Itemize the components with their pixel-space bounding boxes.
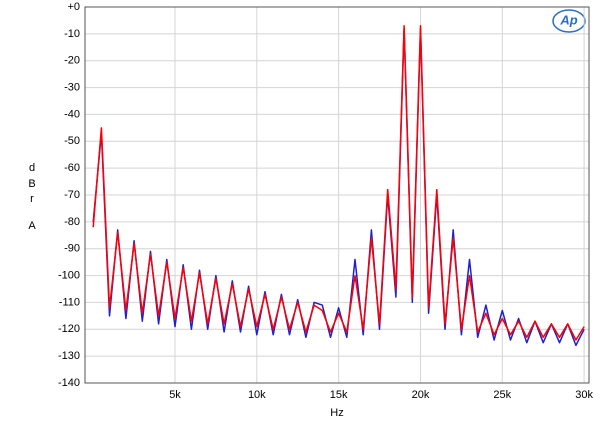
y-tick-label: -70	[64, 189, 80, 201]
y-tick-label: -120	[58, 323, 80, 335]
x-tick-label: 20k	[412, 389, 430, 401]
x-tick-label: 15k	[330, 389, 348, 401]
y-tick-label: -20	[64, 55, 80, 67]
y-tick-label: -100	[58, 269, 80, 281]
y-axis-label: r	[30, 193, 34, 205]
y-axis-label: A	[28, 220, 36, 232]
y-tick-label: -50	[64, 135, 80, 147]
x-tick-label: 25k	[493, 389, 511, 401]
y-tick-label: -140	[58, 377, 80, 389]
y-tick-label: -130	[58, 350, 80, 362]
y-tick-label: -90	[64, 243, 80, 255]
series-line	[92, 25, 585, 341]
y-axis-label: d	[29, 162, 35, 174]
x-tick-label: 30k	[575, 389, 593, 401]
series-line	[92, 27, 585, 347]
y-tick-label: -40	[64, 108, 80, 120]
x-tick-label: 10k	[248, 389, 266, 401]
y-tick-label: -10	[64, 28, 80, 40]
y-tick-label: -110	[59, 296, 80, 308]
y-tick-label: -80	[64, 216, 80, 228]
y-tick-label: -60	[64, 162, 80, 174]
x-tick-label: 5k	[169, 389, 181, 401]
y-tick-label: -30	[64, 81, 80, 93]
logo-ring	[552, 9, 586, 33]
x-axis-label: Hz	[330, 407, 343, 419]
y-tick-label: +0	[67, 1, 80, 13]
plot-frame	[84, 6, 590, 384]
y-axis-label: B	[28, 178, 35, 190]
logo: Ap	[559, 12, 577, 27]
